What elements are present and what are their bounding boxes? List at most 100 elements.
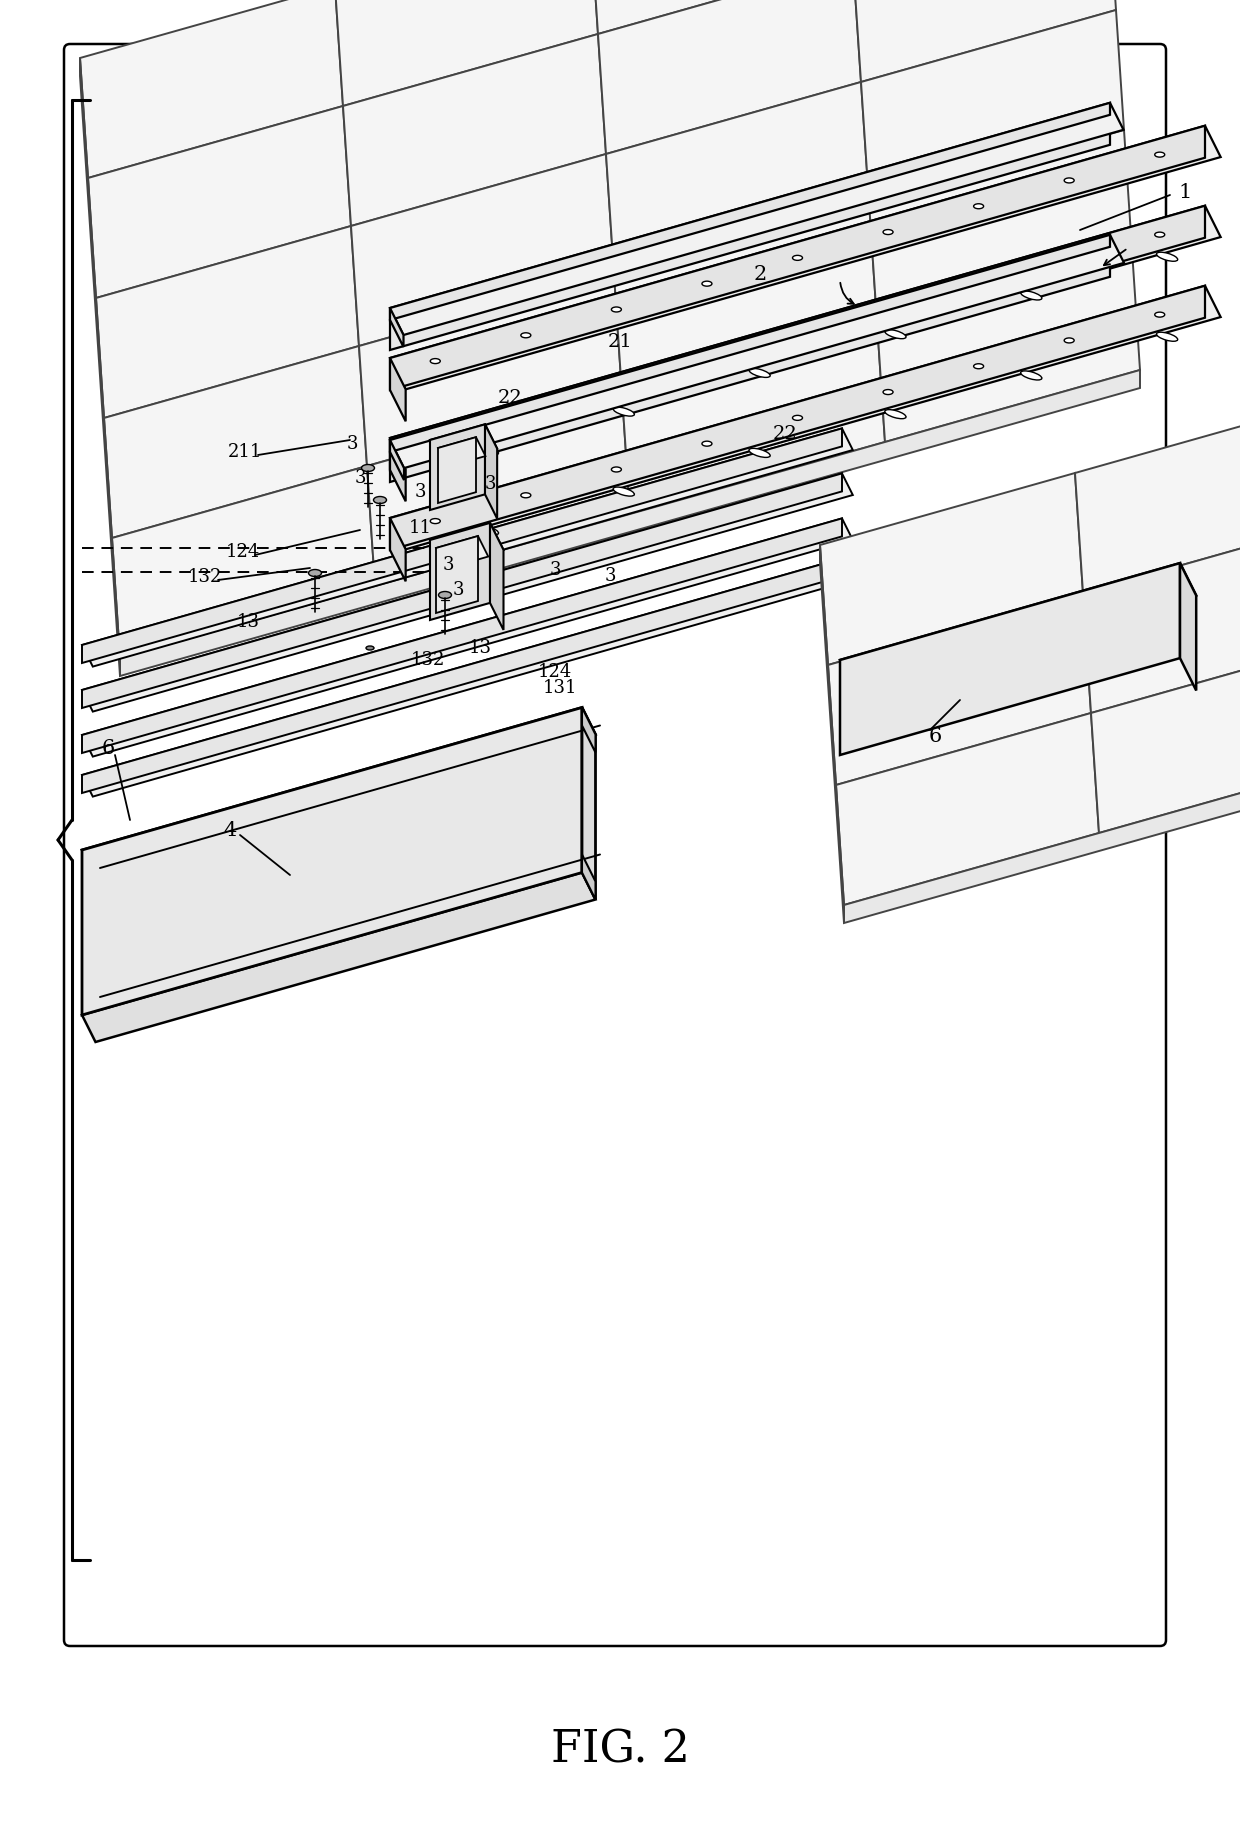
- Polygon shape: [391, 126, 1205, 389]
- Polygon shape: [1083, 521, 1240, 713]
- FancyBboxPatch shape: [64, 44, 1166, 1646]
- Polygon shape: [820, 473, 1083, 665]
- Polygon shape: [430, 424, 485, 510]
- Polygon shape: [820, 544, 844, 923]
- Text: 3: 3: [549, 561, 560, 579]
- Ellipse shape: [611, 468, 621, 471]
- Polygon shape: [861, 9, 1123, 203]
- Polygon shape: [485, 424, 497, 519]
- Ellipse shape: [477, 446, 498, 455]
- Polygon shape: [590, 0, 853, 35]
- Ellipse shape: [613, 407, 635, 417]
- Polygon shape: [430, 424, 497, 464]
- Ellipse shape: [792, 415, 802, 420]
- Text: 211: 211: [228, 442, 262, 460]
- Ellipse shape: [1064, 338, 1074, 343]
- Polygon shape: [81, 0, 343, 177]
- Text: 13: 13: [237, 614, 259, 630]
- Ellipse shape: [702, 362, 712, 365]
- Text: 131: 131: [543, 680, 578, 696]
- Polygon shape: [88, 106, 351, 298]
- Polygon shape: [391, 440, 404, 481]
- Polygon shape: [391, 206, 1220, 470]
- Text: 3: 3: [414, 482, 425, 501]
- Polygon shape: [598, 0, 861, 153]
- Polygon shape: [82, 473, 842, 709]
- Polygon shape: [1075, 400, 1240, 594]
- Text: 2: 2: [754, 265, 766, 285]
- Polygon shape: [391, 206, 1205, 470]
- Polygon shape: [82, 428, 842, 663]
- Ellipse shape: [366, 647, 374, 650]
- Polygon shape: [82, 873, 595, 1041]
- Polygon shape: [438, 437, 476, 502]
- Ellipse shape: [611, 387, 621, 393]
- Polygon shape: [82, 473, 853, 711]
- Polygon shape: [112, 466, 374, 658]
- Polygon shape: [853, 0, 1116, 82]
- Polygon shape: [436, 535, 489, 568]
- Text: 132: 132: [187, 568, 222, 586]
- Text: 1: 1: [1178, 183, 1192, 201]
- Ellipse shape: [521, 333, 531, 338]
- Ellipse shape: [973, 364, 983, 369]
- Polygon shape: [391, 115, 1110, 351]
- Text: 3: 3: [604, 566, 616, 585]
- Polygon shape: [82, 428, 853, 667]
- Polygon shape: [606, 82, 869, 274]
- Text: 3: 3: [485, 475, 496, 493]
- Ellipse shape: [477, 526, 498, 535]
- Ellipse shape: [749, 448, 770, 457]
- Ellipse shape: [749, 369, 770, 378]
- Polygon shape: [490, 523, 503, 630]
- Polygon shape: [1091, 641, 1240, 833]
- Polygon shape: [430, 523, 503, 566]
- Ellipse shape: [1154, 152, 1164, 157]
- Text: 3: 3: [443, 555, 454, 574]
- Ellipse shape: [792, 336, 802, 340]
- Text: FIG. 2: FIG. 2: [551, 1728, 689, 1772]
- Text: 6: 6: [102, 738, 114, 758]
- Ellipse shape: [611, 307, 621, 312]
- Ellipse shape: [1064, 177, 1074, 183]
- Polygon shape: [335, 0, 598, 106]
- Ellipse shape: [430, 438, 440, 444]
- Polygon shape: [828, 594, 1091, 786]
- Polygon shape: [391, 102, 1110, 320]
- Text: 22: 22: [773, 426, 797, 442]
- Polygon shape: [622, 322, 885, 513]
- Ellipse shape: [430, 519, 440, 524]
- Ellipse shape: [362, 464, 374, 471]
- Ellipse shape: [373, 497, 387, 504]
- Text: 11: 11: [408, 519, 432, 537]
- Ellipse shape: [883, 309, 893, 314]
- Polygon shape: [82, 519, 842, 753]
- Polygon shape: [391, 519, 405, 581]
- Ellipse shape: [702, 440, 712, 446]
- Polygon shape: [391, 247, 1110, 482]
- Polygon shape: [343, 35, 606, 227]
- Polygon shape: [839, 563, 1180, 755]
- Polygon shape: [82, 707, 582, 1016]
- Polygon shape: [391, 236, 1123, 468]
- Ellipse shape: [521, 493, 531, 497]
- Polygon shape: [844, 762, 1240, 923]
- Text: 21: 21: [608, 333, 632, 351]
- Ellipse shape: [1157, 252, 1178, 261]
- Ellipse shape: [521, 413, 531, 418]
- Text: 3: 3: [355, 470, 366, 488]
- Ellipse shape: [1021, 290, 1042, 300]
- Polygon shape: [1180, 563, 1197, 691]
- Ellipse shape: [439, 592, 451, 599]
- Polygon shape: [104, 345, 367, 537]
- Text: 3: 3: [346, 435, 358, 453]
- Polygon shape: [391, 438, 405, 501]
- Ellipse shape: [973, 205, 983, 208]
- Polygon shape: [391, 236, 1110, 451]
- Text: 132: 132: [410, 650, 445, 669]
- Polygon shape: [351, 153, 614, 345]
- Polygon shape: [614, 203, 877, 395]
- Ellipse shape: [1021, 371, 1042, 380]
- Ellipse shape: [613, 488, 635, 497]
- Text: 6: 6: [929, 727, 941, 747]
